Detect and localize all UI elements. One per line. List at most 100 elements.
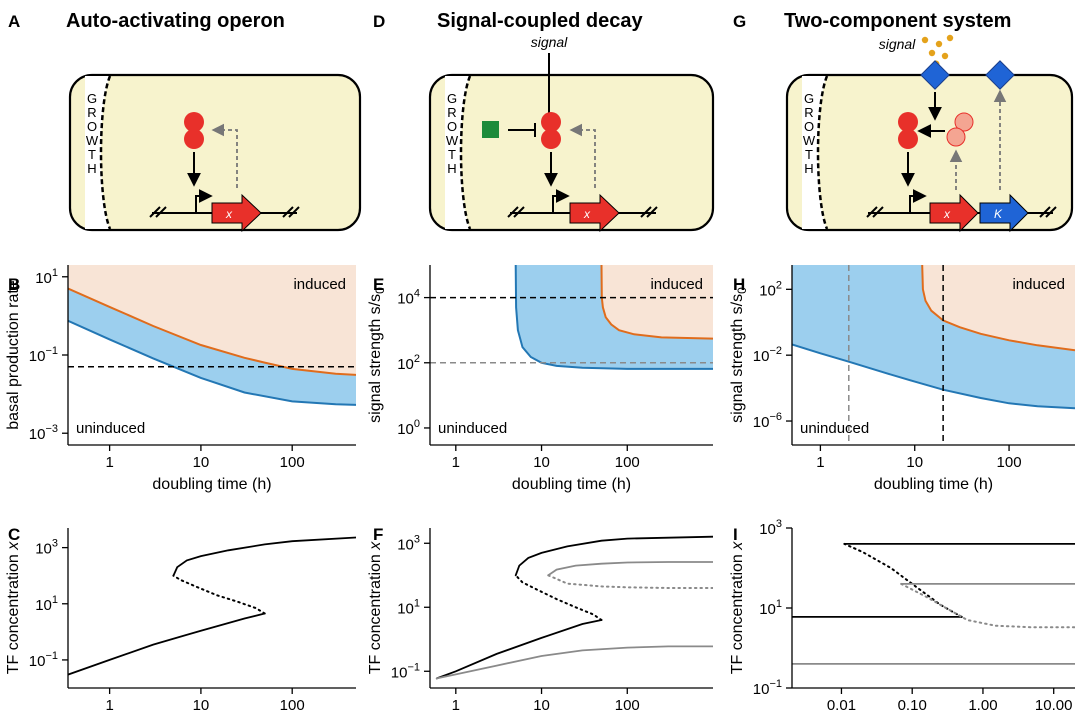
x-tick-label: 10.00 — [1035, 697, 1073, 712]
y-tick-label: 101 — [397, 597, 420, 617]
y-tick-label: 103 — [397, 533, 420, 553]
chart-b: induced uninduced 1 10 100 101 10−1 10−3 doublin… — [5, 265, 356, 493]
gene-x-label: x — [943, 207, 951, 221]
title-auto-activating-operon: Auto-activating operon — [66, 10, 285, 32]
induced-region — [922, 265, 1075, 351]
x-tick-label: 0.10 — [898, 697, 927, 712]
growth-letter: W — [446, 133, 459, 148]
y-tick-label: 10−6 — [753, 411, 782, 431]
y-tick-label: 10−1 — [29, 650, 58, 670]
lower-boundary-line — [792, 343, 1075, 410]
title-two-component-system: Two-component system — [784, 10, 1011, 32]
chart-e: induced uninduced 1 10 100 104 102 100 doubling … — [367, 265, 713, 493]
cell-body — [428, 73, 715, 232]
y-tick-label: 102 — [759, 279, 782, 299]
tf-dimer-icon — [184, 112, 204, 132]
x-tick-label: 10 — [193, 454, 210, 471]
chart-h: induced uninduced 1 10 100 102 10−2 10−6 doublin… — [729, 265, 1075, 493]
x-tick-label: 10 — [533, 697, 550, 712]
panel-letter-g: G — [733, 12, 746, 31]
tf-dimer-icon — [898, 129, 918, 149]
y-tick-label: 10−1 — [753, 678, 782, 698]
gene-k-icon — [979, 193, 1029, 233]
x-axis-label: doubling time (h) — [152, 476, 271, 493]
growth-letter: G — [87, 91, 97, 106]
growth-letter: G — [804, 91, 814, 106]
tf-dimer-icon — [541, 129, 561, 149]
protease-square-icon — [482, 121, 499, 138]
unstable-branch — [900, 582, 1075, 629]
growth-letter: T — [805, 147, 813, 162]
upper-boundary-line — [921, 265, 1075, 352]
x-tick-label: 1 — [105, 697, 113, 712]
induced-region — [601, 265, 713, 339]
growth-letter: H — [804, 161, 813, 176]
promoter-arrow — [195, 189, 213, 213]
x-tick-label: 100 — [615, 454, 640, 471]
induced-label: induced — [650, 276, 703, 293]
inactive-tf-icon — [954, 112, 974, 132]
growth-letter: T — [448, 147, 456, 162]
promoter-arrow — [552, 189, 570, 213]
x-tick-label: 1 — [452, 697, 460, 712]
x-tick-label: 1 — [105, 454, 113, 471]
growth-letter: H — [447, 161, 456, 176]
gene-x-icon — [569, 193, 620, 233]
y-tick-label: 101 — [759, 598, 782, 618]
induced-label: induced — [293, 276, 346, 293]
growth-letter: R — [87, 105, 96, 120]
unstable-branch — [843, 542, 963, 618]
tf-dimer-icon — [898, 112, 918, 132]
induced-label: induced — [1012, 276, 1065, 293]
translation-arrow — [211, 123, 238, 188]
unstable-branch — [514, 574, 603, 621]
x-axis-label: doubling time (h) — [512, 476, 631, 493]
unstable-branch — [172, 574, 266, 615]
y-tick-label: 10−2 — [753, 345, 782, 365]
stable-branch — [514, 535, 713, 577]
growth-letter: T — [88, 147, 96, 162]
lower-boundary-line — [68, 319, 356, 406]
x-tick-label: 100 — [280, 697, 305, 712]
x-tick-label: 100 — [997, 454, 1022, 471]
y-tick-label: 10−3 — [29, 423, 58, 443]
panel-letter-d: D — [373, 12, 385, 31]
y-tick-label: 100 — [397, 418, 420, 438]
stable-branch — [68, 612, 266, 676]
signal-label: signal — [531, 34, 568, 50]
upper-boundary-line — [600, 265, 713, 340]
x-tick-label: 10 — [533, 454, 550, 471]
growth-letter: W — [803, 133, 816, 148]
signal-label: signal — [879, 36, 916, 52]
stable-branch — [547, 561, 713, 577]
uninduced-label: uninduced — [438, 420, 507, 437]
title-signal-coupled-decay: Signal-coupled decay — [437, 10, 643, 32]
stable-branch — [435, 619, 603, 680]
gene-x-label: x — [225, 207, 233, 221]
y-tick-label: 10−1 — [29, 345, 58, 365]
gene-x-label: x — [583, 207, 591, 221]
growth-letter: O — [447, 119, 457, 134]
y-tick-label: 102 — [397, 353, 420, 373]
x-tick-label: 100 — [280, 454, 305, 471]
y-tick-label: 101 — [35, 594, 58, 614]
y-axis-label: TF concentration x — [729, 541, 746, 675]
stable-branch — [435, 645, 713, 680]
gene-x-icon — [929, 193, 979, 233]
y-tick-label: 103 — [759, 518, 782, 538]
y-axis-label: signal strength s/s0 — [367, 287, 387, 423]
growth-letter: G — [447, 91, 457, 106]
lower-boundary-line — [514, 265, 713, 370]
unstable-branch — [547, 574, 713, 589]
panel-letter-e: E — [373, 275, 384, 294]
growth-letter: H — [87, 161, 96, 176]
gene-k-label: K — [994, 207, 1003, 221]
y-axis-label: TF concentration x — [5, 541, 22, 675]
